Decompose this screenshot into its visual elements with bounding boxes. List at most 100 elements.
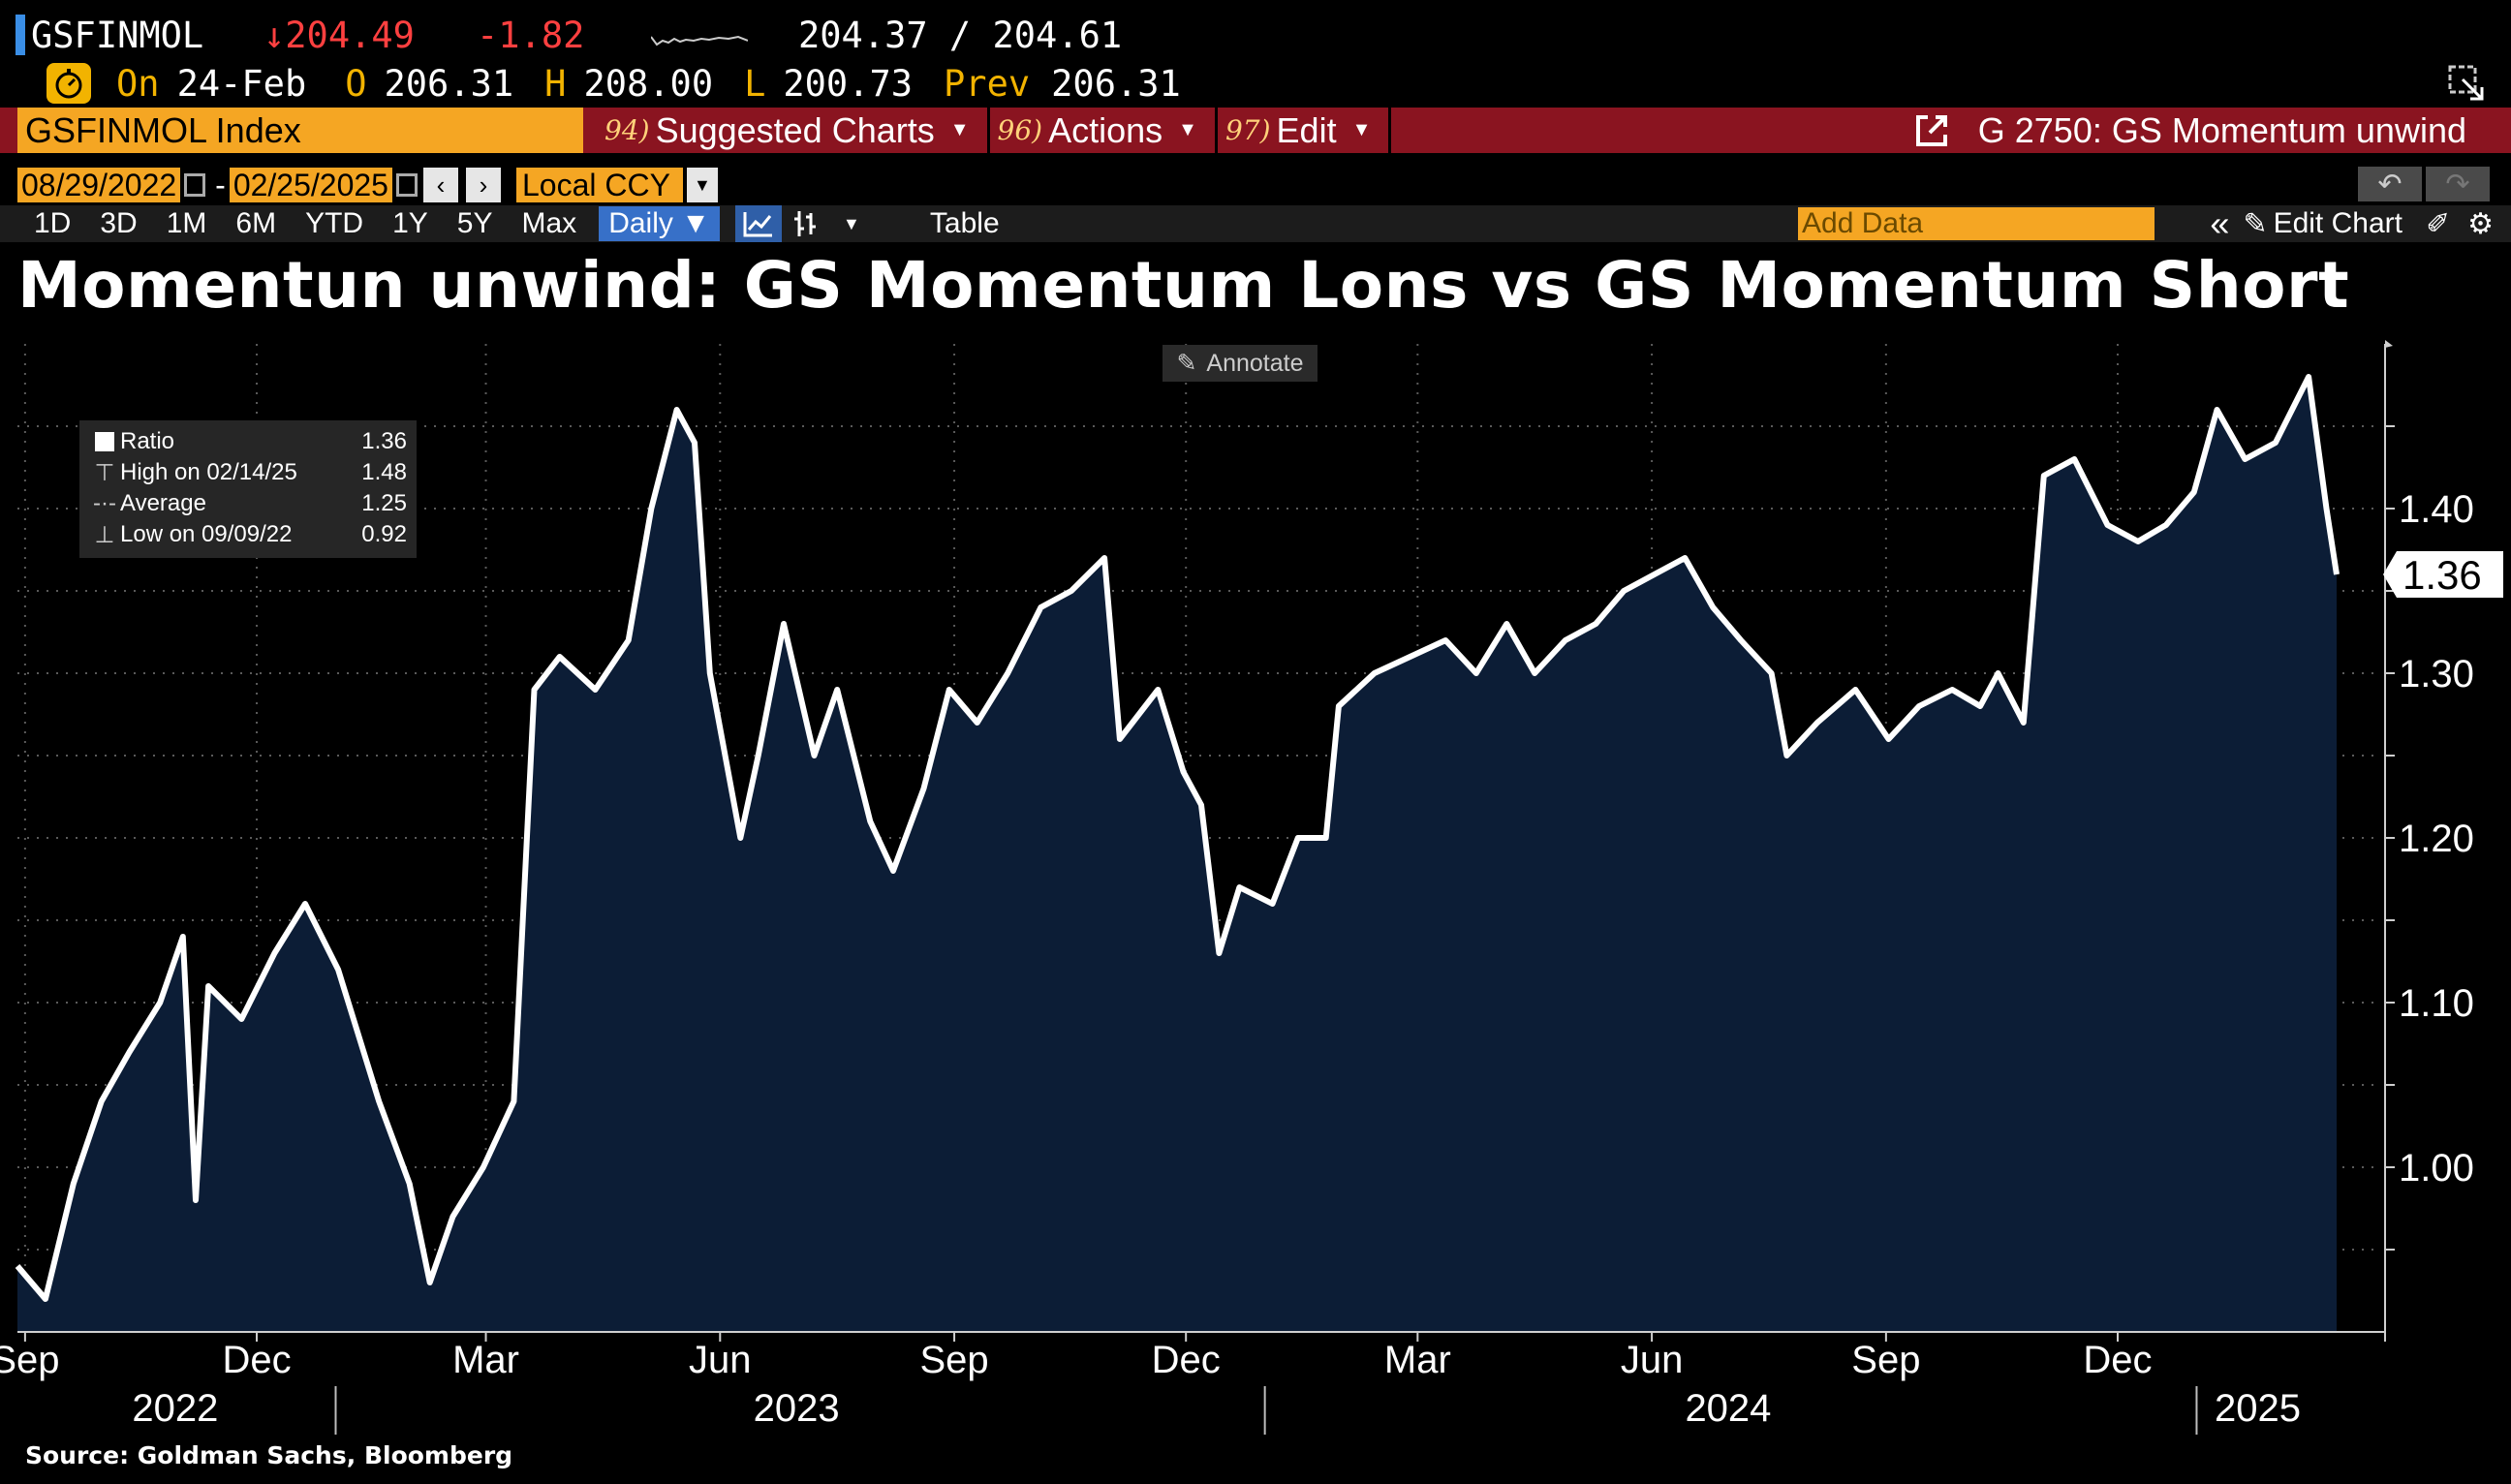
undo-icon[interactable]: ↶ xyxy=(2358,167,2422,201)
prev-period-button[interactable]: ‹ xyxy=(422,168,458,202)
legend-row-average: -·- Average 1.25 xyxy=(89,488,407,519)
x-year-label: 2024 xyxy=(1685,1387,1771,1430)
x-year-label: 2023 xyxy=(754,1387,840,1430)
menu-actions[interactable]: 96) Actions ▼ xyxy=(990,108,1218,153)
chart-legend[interactable]: Ratio 1.36 ⊤ High on 02/14/25 1.48 -·- A… xyxy=(79,420,417,558)
next-period-button[interactable]: › xyxy=(465,168,501,202)
legend-name: Ratio xyxy=(120,428,175,454)
timeframe-max[interactable]: Max xyxy=(521,207,577,239)
currency-dropdown-icon[interactable]: ▼ xyxy=(686,168,718,202)
legend-row-low: ⊥ Low on 09/09/22 0.92 xyxy=(89,519,407,550)
menu-number: 97) xyxy=(1224,114,1271,146)
annotate-label: Annotate xyxy=(1206,349,1304,377)
x-month-label: Sep xyxy=(919,1339,988,1381)
edit-chart-button[interactable]: Edit Chart xyxy=(2273,207,2402,239)
last-value-label: 1.36 xyxy=(2402,552,2482,598)
x-month-label: Dec xyxy=(1152,1339,1221,1381)
chart-title: Momentun unwind: GS Momentum Lons vs GS … xyxy=(17,248,2350,323)
start-date-field[interactable]: 08/29/2022 xyxy=(17,168,181,202)
redo-icon[interactable]: ↷ xyxy=(2426,167,2490,201)
low-value: 200.73 xyxy=(783,62,914,105)
chart-link-label: G 2750: GS Momentum unwind xyxy=(1977,109,2466,150)
chart-toolbar: 1D 3D 1M 6M YTD 1Y 5Y Max Daily ▼ ▼ Tabl… xyxy=(0,203,2511,243)
high-value: 208.00 xyxy=(583,62,714,105)
timeframe-ytd[interactable]: YTD xyxy=(305,207,364,239)
settings-gear-icon[interactable]: ⚙ xyxy=(2467,207,2494,240)
on-date: 24-Feb xyxy=(176,62,307,105)
legend-value: 1.36 xyxy=(361,428,407,454)
pencil-icon: ✎ xyxy=(1176,350,1197,377)
security-color-marker xyxy=(16,15,25,55)
currency-select[interactable]: Local CCY xyxy=(515,168,683,202)
legend-value: 0.92 xyxy=(361,521,407,547)
y-tick-label: 1.40 xyxy=(2399,488,2474,531)
external-link-icon xyxy=(1915,114,1947,146)
average-marker-icon: -·- xyxy=(93,490,116,516)
y-tick-label: 1.20 xyxy=(2399,818,2474,860)
bid-ask: 204.37 / 204.61 xyxy=(798,14,1123,56)
menu-number: 96) xyxy=(997,114,1043,146)
calendar-icon[interactable] xyxy=(395,173,418,197)
timeframe-5y[interactable]: 5Y xyxy=(456,207,493,239)
low-marker-icon: ⊥ xyxy=(94,521,115,548)
prev-value: 206.31 xyxy=(1051,62,1181,105)
line-chart-icon[interactable] xyxy=(734,205,782,242)
menu-label: Suggested Charts xyxy=(655,109,935,150)
timeframe-1m[interactable]: 1M xyxy=(166,207,207,239)
pencil-icon[interactable]: ✎ xyxy=(2243,207,2268,240)
open-label: O xyxy=(345,62,367,105)
x-month-label: Dec xyxy=(2083,1339,2152,1381)
low-label: L xyxy=(744,62,766,105)
collapse-icon[interactable]: « xyxy=(2210,203,2230,243)
calendar-icon[interactable] xyxy=(184,173,206,197)
chart-plot[interactable]: 1.00 1.10 1.20 1.30 1.40 1.36 Sep Dec Mar Jun Sep D… xyxy=(0,329,2511,1443)
high-label: H xyxy=(544,62,567,105)
annotate-button[interactable]: ✎ Annotate xyxy=(1162,345,1318,382)
menu-suggested-charts[interactable]: 94) Suggested Charts ▼ xyxy=(597,108,990,153)
date-range-bar: 08/29/2022 - 02/25/2025 ‹ › Local CCY ▼ … xyxy=(0,167,2511,203)
net-change: -1.82 xyxy=(477,14,585,56)
x-year-label: 2022 xyxy=(132,1387,218,1430)
x-month-label: Sep xyxy=(0,1339,59,1381)
add-data-input[interactable]: Add Data xyxy=(1798,207,2154,240)
periodicity-select[interactable]: Daily ▼ xyxy=(599,206,720,241)
menu-label: Actions xyxy=(1048,109,1163,150)
ohlc-bar: On 24-Feb O 206.31 H 208.00 L 200.73 Pre… xyxy=(0,60,2511,107)
legend-row-high: ⊤ High on 02/14/25 1.48 xyxy=(89,457,407,488)
last-value-badge xyxy=(2383,551,2503,598)
intraday-sparkline-icon xyxy=(651,35,748,46)
y-tick-label: 1.30 xyxy=(2399,653,2474,696)
ratio-area-fill xyxy=(17,377,2337,1332)
legend-name: Average xyxy=(120,490,206,516)
chart-type-dropdown-icon[interactable]: ▼ xyxy=(842,213,860,233)
date-separator: - xyxy=(215,167,226,202)
chart-link[interactable]: G 2750: GS Momentum unwind xyxy=(1914,108,2466,153)
open-value: 206.31 xyxy=(384,62,514,105)
y-tick-label: 1.00 xyxy=(2399,1147,2474,1190)
y-axis-arrow xyxy=(2385,340,2393,348)
ticker-symbol[interactable]: GSFINMOL xyxy=(31,14,204,56)
timeframe-6m[interactable]: 6M xyxy=(235,207,277,239)
axes: 1.00 1.10 1.20 1.30 1.40 1.36 Sep Dec Mar Jun Sep D… xyxy=(0,340,2503,1435)
bar-chart-icon[interactable] xyxy=(782,205,828,242)
x-month-label: Sep xyxy=(1851,1339,1920,1381)
timeframe-3d[interactable]: 3D xyxy=(100,207,138,239)
end-date-field[interactable]: 02/25/2025 xyxy=(229,168,392,202)
prev-label: Prev xyxy=(944,62,1031,105)
caret-down-icon: ▼ xyxy=(949,119,970,140)
caret-down-icon: ▼ xyxy=(1178,119,1197,140)
x-month-label: Jun xyxy=(1621,1339,1684,1381)
timeframe-1y[interactable]: 1Y xyxy=(392,207,428,239)
menu-edit[interactable]: 97) Edit ▼ xyxy=(1218,108,1392,153)
delayed-clock-icon[interactable] xyxy=(46,63,91,104)
legend-name: High on 02/14/25 xyxy=(120,459,297,485)
popout-icon[interactable] xyxy=(2447,64,2486,103)
timeframe-1d[interactable]: 1D xyxy=(34,207,72,239)
security-field[interactable]: GSFINMOL Index xyxy=(17,108,583,153)
drawing-tools-icon[interactable]: ✐ xyxy=(2425,207,2451,240)
caret-down-icon: ▼ xyxy=(1351,119,1372,140)
table-button[interactable]: Table xyxy=(929,207,1000,239)
legend-square-icon xyxy=(89,432,120,451)
menu-number: 94) xyxy=(604,114,650,146)
quote-header: GSFINMOL ↓204.49 -1.82 204.37 / 204.61 xyxy=(0,10,2511,60)
